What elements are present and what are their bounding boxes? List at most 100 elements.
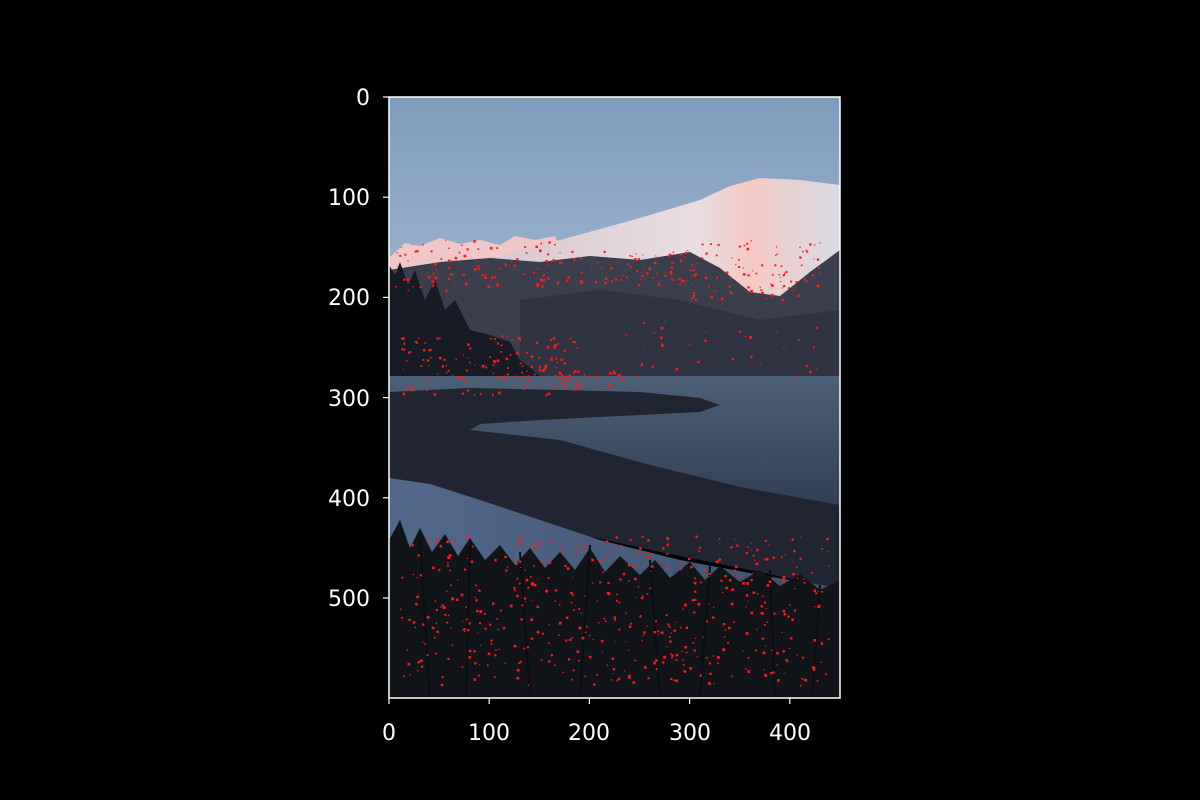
- keypoint-marker: [747, 546, 749, 548]
- keypoint-marker: [489, 246, 493, 250]
- keypoint-marker: [794, 375, 796, 378]
- keypoint-marker: [721, 297, 724, 301]
- keypoint-marker: [619, 602, 621, 604]
- keypoint-marker: [646, 625, 648, 627]
- keypoint-marker: [562, 378, 565, 381]
- keypoint-marker: [552, 337, 556, 340]
- keypoint-marker: [746, 582, 749, 585]
- keypoint-marker: [590, 266, 593, 268]
- keypoint-marker: [451, 597, 454, 601]
- keypoint-marker: [626, 276, 628, 279]
- keypoint-marker: [402, 392, 406, 396]
- keypoint-marker: [502, 626, 506, 630]
- keypoint-marker: [589, 634, 591, 637]
- keypoint-marker: [745, 606, 747, 608]
- keypoint-marker: [427, 276, 429, 278]
- keypoint-marker: [799, 557, 802, 560]
- keypoint-marker: [670, 653, 672, 655]
- keypoint-marker: [731, 358, 734, 361]
- keypoint-marker: [612, 372, 615, 375]
- keypoint-marker: [662, 547, 665, 550]
- keypoint-marker: [816, 258, 820, 261]
- keypoint-marker: [704, 277, 708, 280]
- keypoint-marker: [683, 256, 686, 258]
- keypoint-marker: [606, 556, 608, 558]
- keypoint-marker: [646, 272, 649, 275]
- keypoint-marker: [562, 671, 565, 674]
- keypoint-marker: [671, 654, 674, 657]
- keypoint-marker: [465, 381, 468, 384]
- keypoint-marker: [660, 326, 664, 330]
- keypoint-marker: [775, 254, 777, 257]
- keypoint-marker: [572, 340, 574, 343]
- keypoint-marker: [617, 374, 620, 377]
- keypoint-marker: [813, 258, 815, 260]
- keypoint-marker: [492, 364, 495, 367]
- keypoint-marker: [608, 592, 611, 596]
- keypoint-marker: [426, 272, 429, 274]
- keypoint-marker: [572, 669, 575, 672]
- x-axis: [388, 698, 791, 704]
- keypoint-marker: [747, 274, 750, 277]
- keypoint-marker: [569, 338, 571, 340]
- keypoint-marker: [419, 286, 422, 289]
- keypoint-marker: [536, 384, 538, 386]
- keypoint-marker: [569, 638, 572, 641]
- keypoint-marker: [400, 608, 402, 611]
- keypoint-marker: [554, 589, 557, 592]
- keypoint-marker: [708, 682, 711, 685]
- keypoint-marker: [400, 246, 402, 248]
- keypoint-marker: [484, 627, 487, 630]
- keypoint-marker: [636, 375, 639, 378]
- landscape-photo: [389, 97, 840, 698]
- keypoint-marker: [640, 615, 642, 617]
- keypoint-marker: [584, 543, 586, 546]
- keypoint-marker: [725, 586, 728, 590]
- keypoint-marker: [743, 244, 746, 247]
- keypoint-marker: [607, 542, 609, 544]
- keypoint-marker: [473, 678, 477, 681]
- keypoint-marker: [585, 631, 587, 633]
- keypoint-marker: [536, 605, 539, 609]
- keypoint-marker: [649, 587, 652, 590]
- keypoint-marker: [650, 565, 654, 568]
- keypoint-marker: [750, 611, 754, 615]
- keypoint-marker: [554, 243, 556, 246]
- keypoint-marker: [672, 251, 674, 253]
- keypoint-marker: [523, 273, 526, 276]
- keypoint-marker: [708, 573, 711, 575]
- keypoint-marker: [605, 277, 608, 280]
- keypoint-marker: [553, 346, 556, 349]
- keypoint-marker: [491, 537, 493, 539]
- keypoint-marker: [566, 616, 569, 619]
- keypoint-marker: [669, 359, 671, 361]
- keypoint-marker: [448, 247, 450, 250]
- keypoint-marker: [690, 269, 692, 272]
- keypoint-marker: [429, 357, 432, 359]
- keypoint-marker: [461, 392, 464, 395]
- keypoint-marker: [818, 266, 820, 269]
- keypoint-marker: [598, 622, 600, 624]
- keypoint-marker: [530, 618, 533, 621]
- keypoint-marker: [464, 282, 468, 286]
- keypoint-marker: [465, 538, 468, 540]
- keypoint-marker: [639, 547, 642, 550]
- keypoint-marker: [548, 241, 551, 244]
- keypoint-marker: [637, 585, 640, 588]
- keypoint-marker: [565, 639, 568, 642]
- keypoint-marker: [634, 258, 637, 261]
- keypoint-marker: [784, 272, 786, 275]
- keypoint-marker: [759, 612, 762, 614]
- keypoint-marker: [780, 556, 783, 559]
- keypoint-marker: [525, 578, 529, 582]
- keypoint-marker: [447, 556, 450, 559]
- keypoint-marker: [606, 540, 609, 543]
- keypoint-marker: [463, 628, 466, 631]
- keypoint-marker: [547, 278, 550, 280]
- keypoint-marker: [747, 286, 750, 289]
- keypoint-marker: [606, 664, 608, 666]
- keypoint-marker: [496, 286, 498, 288]
- keypoint-marker: [532, 384, 535, 387]
- keypoint-marker: [637, 551, 640, 554]
- keypoint-marker: [641, 536, 644, 538]
